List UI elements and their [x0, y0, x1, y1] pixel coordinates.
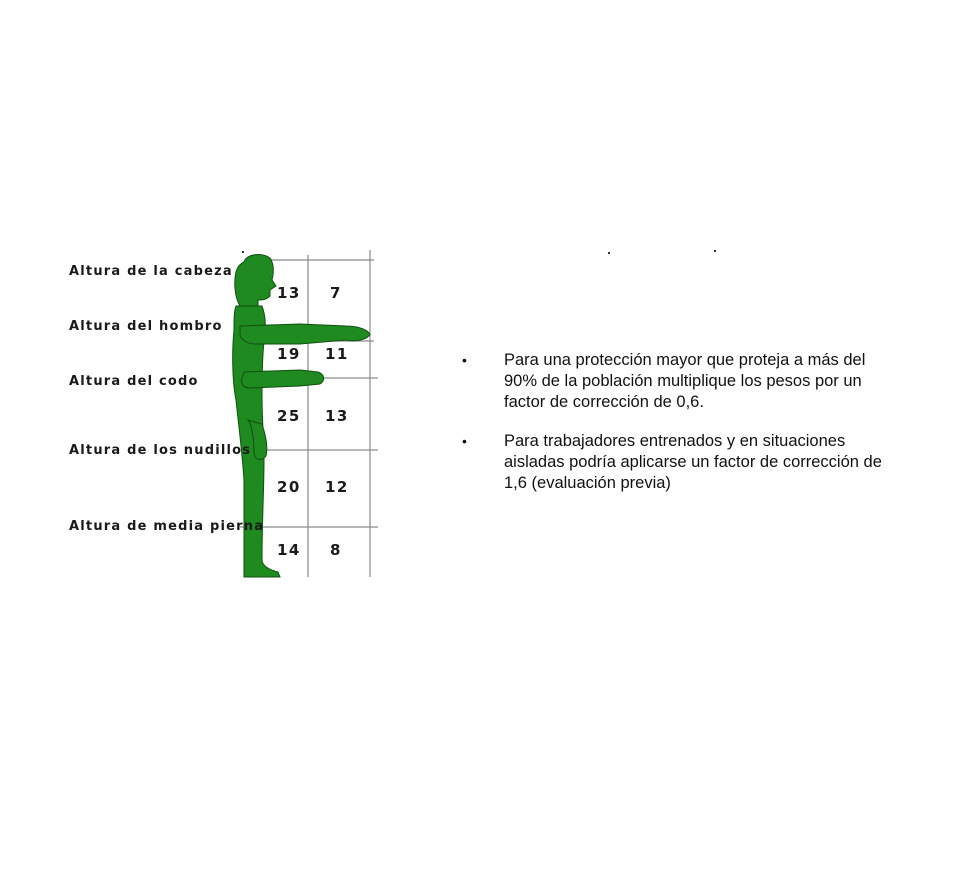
- stray-dot: [242, 251, 244, 253]
- list-item: • Para trabajadores entrenados y en situ…: [462, 431, 902, 494]
- table-cell: 20: [277, 478, 301, 496]
- label-altura-nudillos: Altura de los nudillos: [69, 443, 252, 458]
- label-altura-codo: Altura del codo: [69, 374, 199, 389]
- label-altura-cabeza: Altura de la cabeza: [69, 264, 233, 279]
- table-cell: 7: [330, 284, 342, 302]
- note-text: Para trabajadores entrenados y en situac…: [504, 432, 882, 492]
- table-cell: 11: [325, 345, 349, 363]
- label-altura-media-pierna: Altura de media pierna: [69, 519, 265, 534]
- table-cell: 25: [277, 407, 301, 425]
- table-cell: 14: [277, 541, 301, 559]
- table-cell: 12: [325, 478, 349, 496]
- bullet-icon: •: [462, 433, 467, 449]
- table-cell: 13: [277, 284, 301, 302]
- table-cell: 19: [277, 345, 301, 363]
- note-text: Para una protección mayor que proteja a …: [504, 351, 866, 411]
- list-item: • Para una protección mayor que proteja …: [462, 350, 902, 413]
- stray-dot: [714, 250, 716, 252]
- table-cell: 13: [325, 407, 349, 425]
- bullet-icon: •: [462, 352, 467, 368]
- label-altura-hombro: Altura del hombro: [69, 319, 223, 334]
- notes-list: • Para una protección mayor que proteja …: [462, 350, 902, 512]
- human-silhouette: [232, 254, 371, 578]
- stray-dot: [608, 252, 610, 254]
- table-cell: 8: [330, 541, 342, 559]
